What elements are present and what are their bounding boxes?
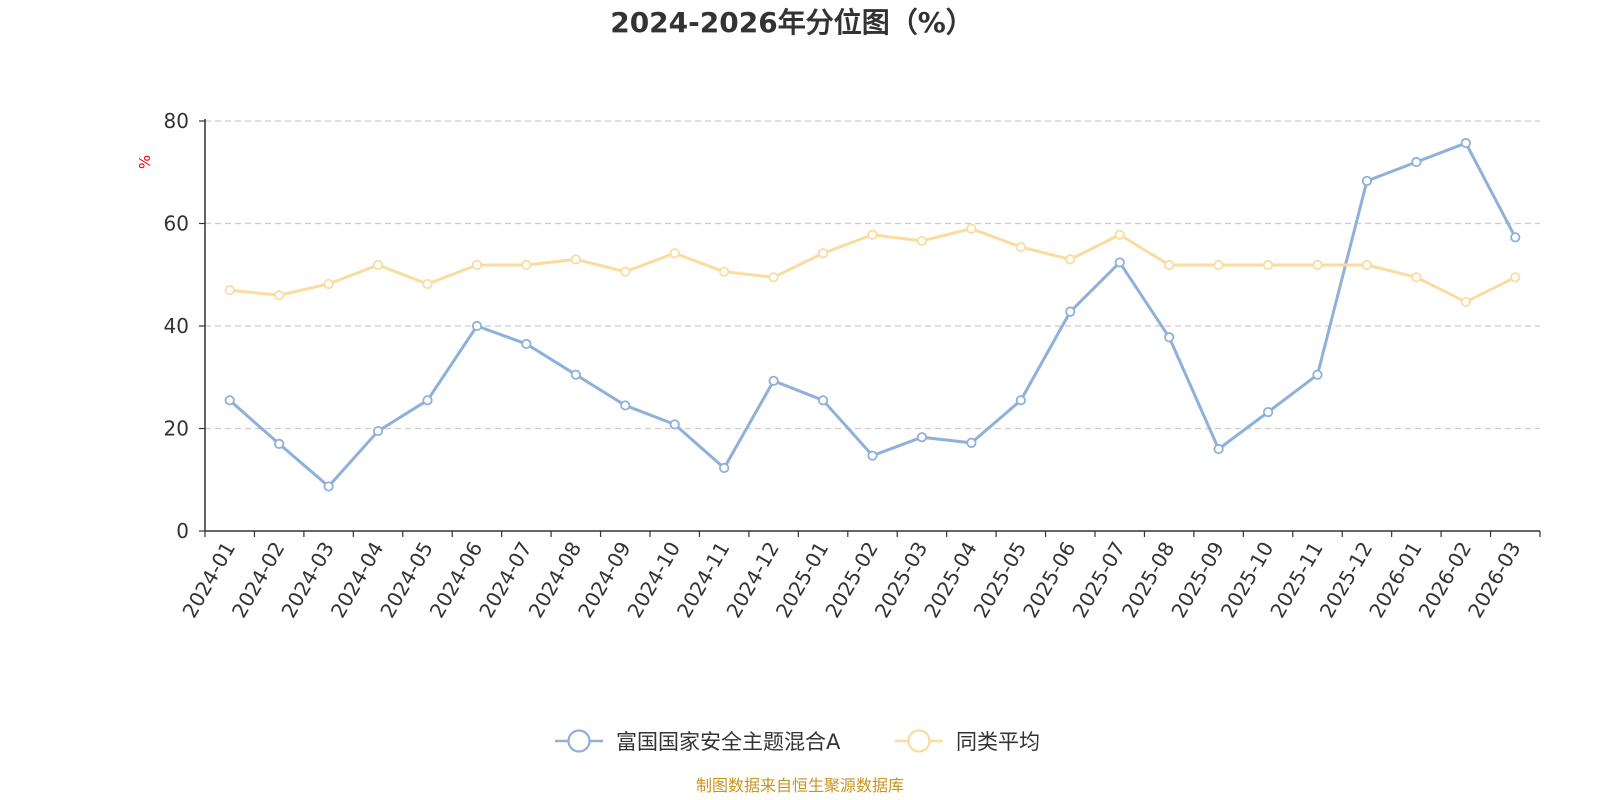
- data-point[interactable]: [1361, 259, 1373, 271]
- data-point[interactable]: [916, 235, 928, 247]
- data-point[interactable]: [1015, 395, 1026, 406]
- data-point[interactable]: [1460, 296, 1471, 308]
- series-line: [228, 141, 1517, 488]
- data-point[interactable]: [768, 375, 779, 386]
- data-point[interactable]: [471, 259, 483, 271]
- legend-label: 同类平均: [956, 730, 1040, 754]
- source-note: 制图数据来自恒生聚源数据库: [696, 776, 904, 795]
- data-point[interactable]: [620, 266, 631, 277]
- data-point[interactable]: [224, 285, 235, 296]
- series-2: [224, 223, 1521, 308]
- data-point[interactable]: [1411, 272, 1422, 283]
- data-point[interactable]: [817, 395, 829, 406]
- series-layer: [224, 137, 1521, 492]
- data-point[interactable]: [1213, 443, 1224, 455]
- y-axis-unit: %: [136, 155, 154, 169]
- data-point[interactable]: [1114, 257, 1125, 268]
- data-point[interactable]: [1312, 369, 1323, 380]
- data-point[interactable]: [719, 462, 730, 474]
- data-point[interactable]: [1164, 332, 1175, 343]
- data-point[interactable]: [1411, 156, 1422, 168]
- y-tick-label: 40: [164, 314, 189, 338]
- data-point[interactable]: [521, 338, 532, 350]
- data-point[interactable]: [1164, 259, 1175, 271]
- y-tick-labels: 0 20 40 60 80: [164, 109, 189, 543]
- data-point[interactable]: [966, 437, 977, 448]
- data-point[interactable]: [669, 419, 680, 430]
- data-point[interactable]: [1510, 232, 1521, 243]
- legend[interactable]: 富国国家安全主题混合A 同类平均: [555, 729, 1040, 754]
- data-point[interactable]: [570, 254, 581, 265]
- data-point[interactable]: [966, 223, 977, 234]
- data-point[interactable]: [422, 395, 433, 406]
- data-point[interactable]: [521, 259, 532, 271]
- legend-marker: [907, 729, 931, 753]
- data-point[interactable]: [1065, 254, 1076, 265]
- data-point[interactable]: [1262, 406, 1274, 418]
- axes: [199, 119, 1541, 537]
- data-point[interactable]: [570, 369, 581, 380]
- grid-lines: [205, 120, 1540, 430]
- legend-label: 富国国家安全主题混合A: [616, 730, 841, 754]
- chart-title: 2024-2026年分位图（%）: [610, 6, 974, 39]
- legend-item-2[interactable]: 同类平均: [895, 729, 1040, 754]
- data-point[interactable]: [224, 395, 235, 406]
- data-point[interactable]: [1361, 175, 1373, 187]
- data-point[interactable]: [323, 278, 334, 290]
- data-point[interactable]: [1213, 259, 1224, 271]
- legend-marker: [567, 729, 591, 753]
- series-1: [224, 137, 1521, 492]
- data-point[interactable]: [867, 450, 878, 461]
- data-point[interactable]: [323, 481, 334, 492]
- data-point[interactable]: [1312, 259, 1323, 271]
- data-point[interactable]: [1114, 229, 1125, 240]
- data-point[interactable]: [768, 272, 779, 283]
- data-point[interactable]: [620, 400, 631, 411]
- data-point[interactable]: [817, 248, 829, 259]
- data-point[interactable]: [1065, 306, 1076, 317]
- data-point[interactable]: [372, 425, 384, 437]
- y-tick-label: 80: [164, 109, 189, 133]
- data-point[interactable]: [719, 266, 730, 277]
- y-tick-label: 20: [164, 417, 189, 441]
- legend-item-1[interactable]: 富国国家安全主题混合A: [555, 729, 841, 754]
- data-point[interactable]: [372, 259, 384, 271]
- data-point[interactable]: [422, 278, 433, 290]
- data-point[interactable]: [1262, 259, 1274, 271]
- data-point[interactable]: [1510, 272, 1521, 283]
- data-point[interactable]: [471, 320, 483, 332]
- y-tick-label: 0: [176, 519, 189, 543]
- data-point[interactable]: [1015, 241, 1026, 253]
- data-point[interactable]: [867, 229, 878, 240]
- data-point[interactable]: [274, 290, 285, 301]
- data-point[interactable]: [916, 432, 928, 443]
- y-tick-label: 60: [164, 212, 189, 236]
- data-point[interactable]: [669, 248, 680, 259]
- data-point[interactable]: [274, 438, 285, 449]
- x-tick-labels: 2024-012024-022024-032024-042024-052024-…: [177, 538, 1525, 622]
- data-point[interactable]: [1460, 137, 1471, 149]
